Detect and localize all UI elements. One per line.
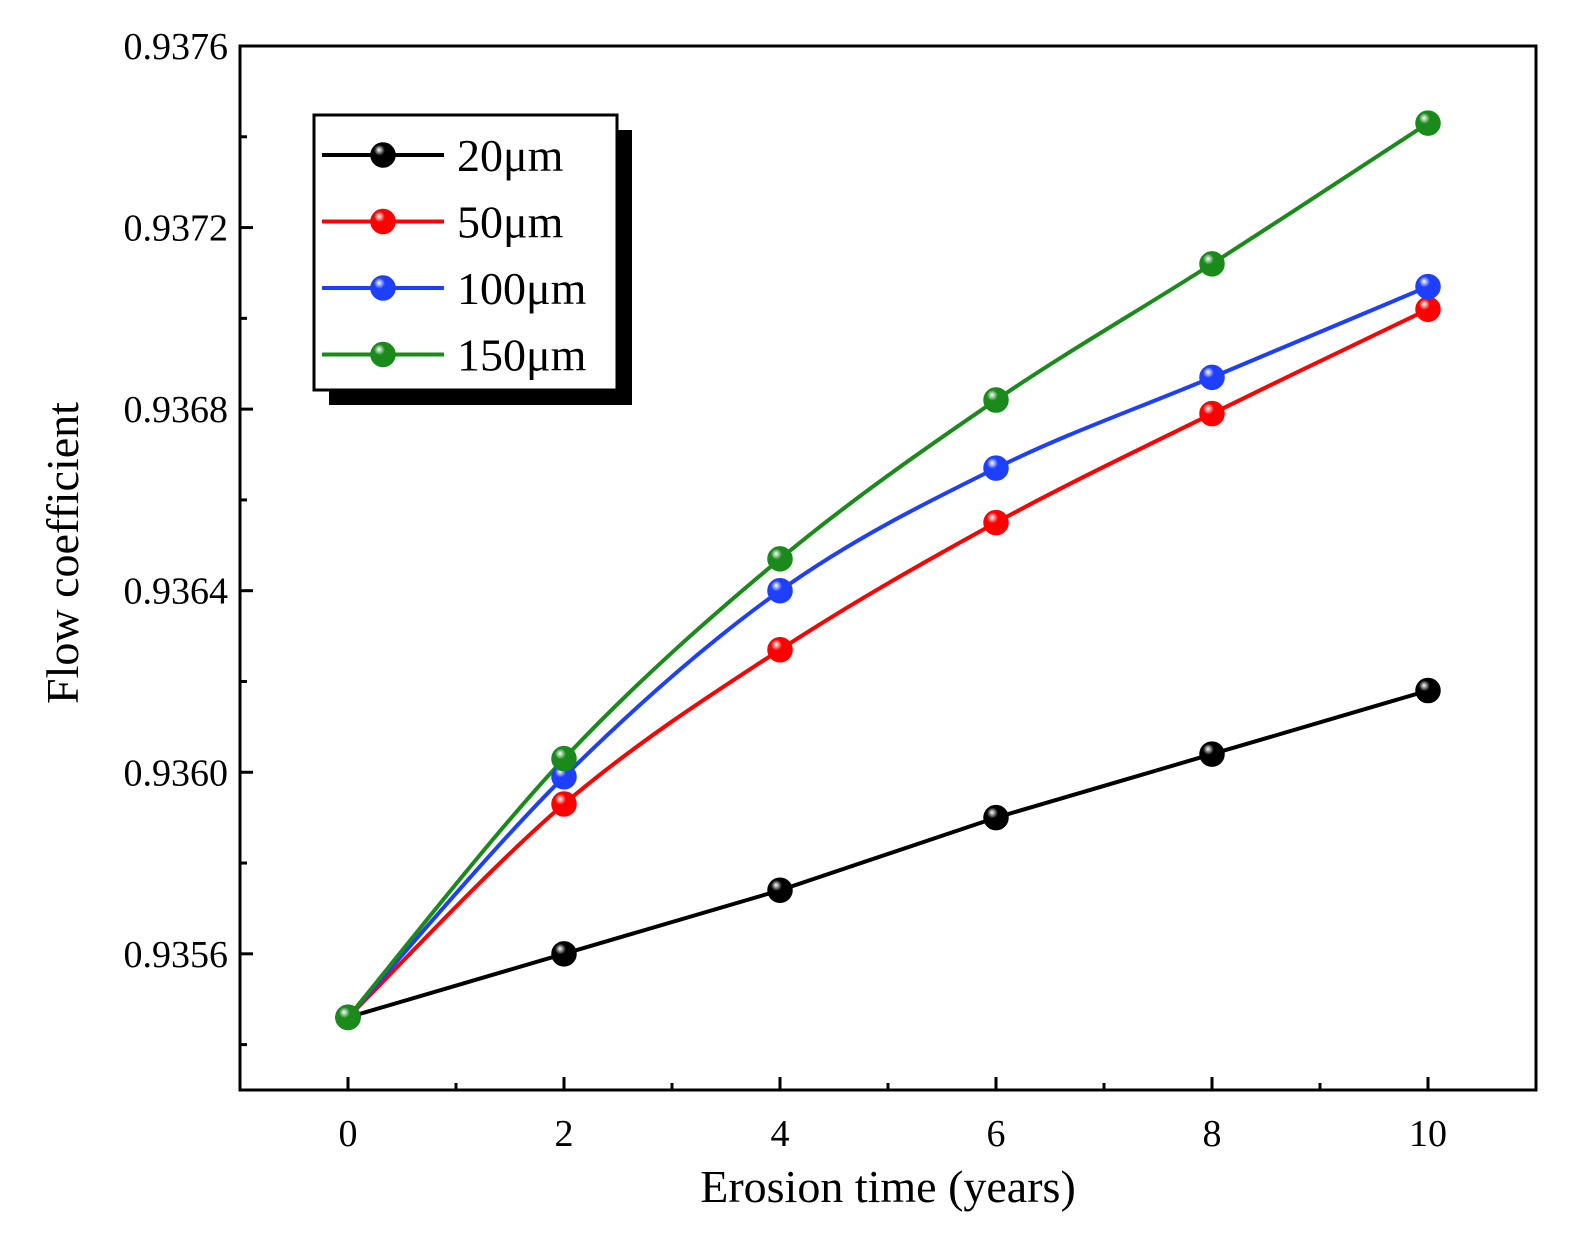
- y-tick-label: 0.9368: [124, 389, 229, 431]
- y-tick-label: 0.9376: [124, 26, 229, 68]
- data-point-150μm: [335, 1004, 361, 1031]
- x-tick-label: 4: [771, 1113, 790, 1155]
- y-axis-title: Flow coefficient: [37, 402, 88, 704]
- legend-label: 100μm: [457, 263, 587, 314]
- data-point-20μm: [551, 941, 577, 967]
- data-point-100μm: [1199, 364, 1225, 391]
- x-axis: 0 2 4 6 8 10: [339, 1077, 1447, 1155]
- y-axis: 0.9356 0.9360 0.9364 0.9368 0.9372 0.9376: [124, 26, 253, 1047]
- legend: 20μm 50μm 100μm 150μm: [312, 113, 632, 405]
- legend-label: 20μm: [457, 130, 564, 181]
- series-lines: [346, 121, 1430, 1020]
- data-point-150μm: [1199, 251, 1225, 277]
- data-point-20μm: [983, 804, 1009, 831]
- data-point-20μm: [1199, 741, 1225, 767]
- x-tick-label: 6: [987, 1113, 1006, 1155]
- data-point-150μm: [767, 546, 793, 572]
- series-markers: [335, 110, 1441, 1031]
- y-tick-label: 0.9360: [124, 752, 229, 794]
- legend-marker-100μm: [370, 275, 396, 301]
- legend-label: 150μm: [457, 330, 587, 381]
- series-line-100μm: [346, 284, 1429, 1019]
- x-axis-title: Erosion time (years): [700, 1161, 1076, 1212]
- data-point-150μm: [983, 387, 1009, 413]
- y-tick-label: 0.9372: [124, 208, 229, 250]
- legend-box: [312, 113, 619, 392]
- data-point-20μm: [767, 877, 793, 904]
- data-point-50μm: [983, 509, 1009, 536]
- data-point-100μm: [767, 577, 793, 604]
- x-tick-label: 10: [1409, 1113, 1447, 1155]
- data-point-50μm: [551, 791, 577, 817]
- legend-label: 50μm: [457, 197, 564, 248]
- series-line-150μm: [346, 121, 1430, 1019]
- data-point-150μm: [1415, 110, 1441, 136]
- x-tick-label: 0: [339, 1113, 358, 1155]
- data-point-50μm: [1415, 296, 1441, 323]
- series-line-20μm: [347, 688, 1429, 1020]
- legend-marker-150μm: [370, 341, 396, 368]
- x-tick-label: 8: [1203, 1113, 1222, 1155]
- legend-marker-20μm: [370, 142, 396, 168]
- y-tick-label: 0.9364: [124, 571, 229, 613]
- data-point-100μm: [1415, 273, 1441, 300]
- data-point-50μm: [767, 636, 793, 663]
- data-point-20μm: [1415, 677, 1441, 704]
- data-point-150μm: [551, 745, 577, 772]
- data-point-100μm: [983, 455, 1009, 481]
- x-tick-label: 2: [555, 1113, 574, 1155]
- data-point-50μm: [1199, 400, 1225, 427]
- y-tick-label: 0.9356: [124, 934, 229, 976]
- series-line-50μm: [346, 307, 1429, 1019]
- legend-marker-50μm: [370, 208, 396, 235]
